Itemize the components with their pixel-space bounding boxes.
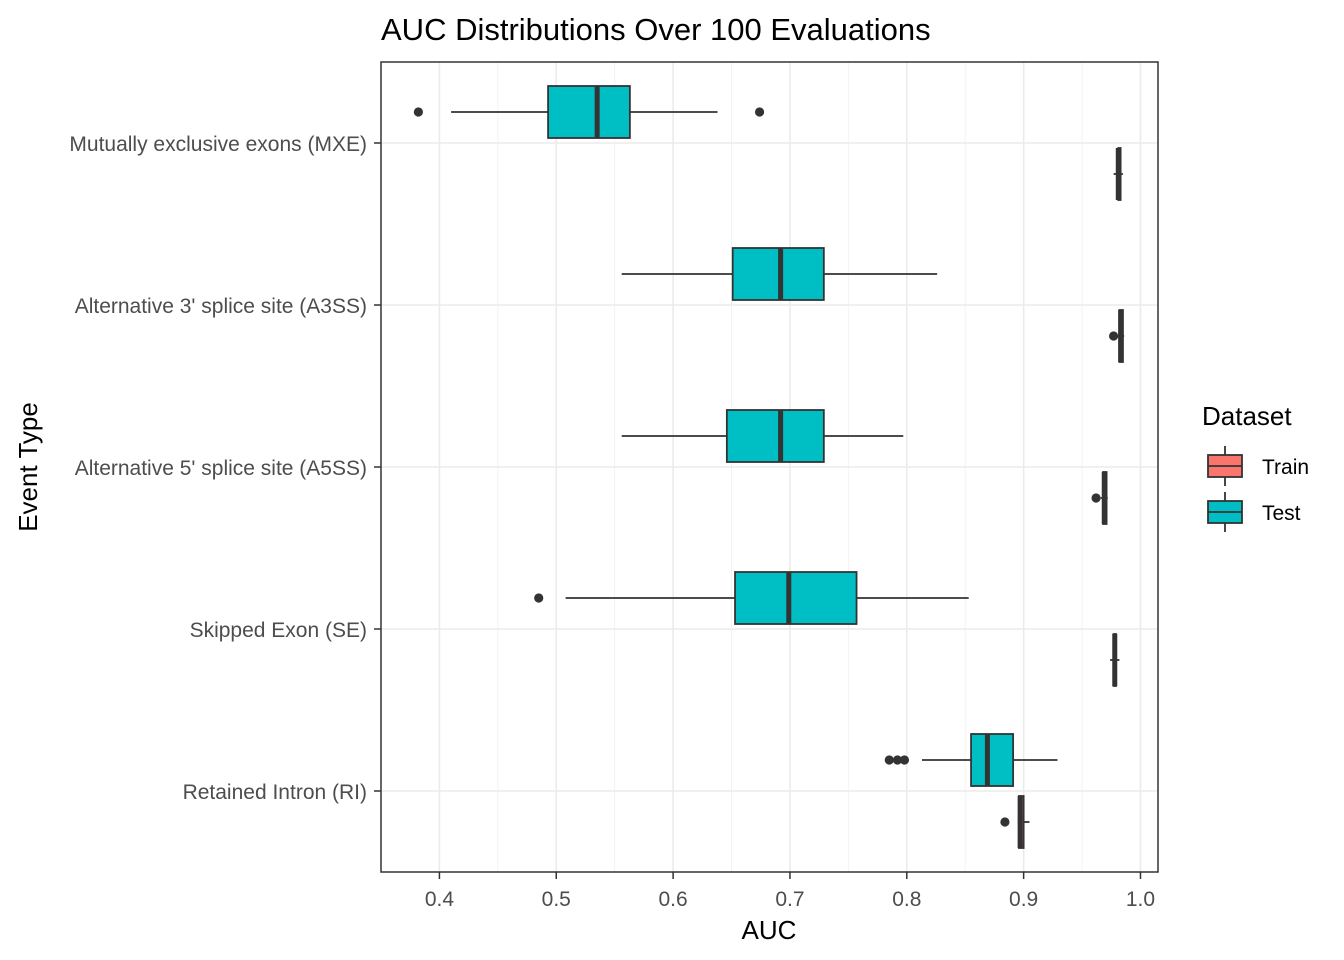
legend-entry-label: Test [1262, 502, 1301, 525]
outlier-point [413, 107, 423, 117]
outlier-point [1000, 817, 1010, 827]
outlier-point [534, 593, 544, 603]
box-test [884, 733, 1058, 787]
box-test [413, 85, 765, 139]
outlier-point [1091, 493, 1101, 503]
box-test [621, 247, 938, 301]
legend: Dataset Train Test [1202, 401, 1309, 532]
outlier-point [899, 755, 910, 765]
outlier-point [892, 755, 903, 765]
chart-title: AUC Distributions Over 100 Evaluations [381, 12, 931, 47]
x-tick-label: 0.8 [892, 888, 921, 911]
outlier-point [754, 107, 765, 117]
axis-layer: 0.4 0.5 0.6 0.7 0.8 0.9 1.0 Mutually exclusive … [69, 133, 1155, 911]
legend-entries: Train Test [1207, 446, 1309, 532]
iqr-box [970, 733, 1015, 787]
iqr-box [547, 85, 631, 139]
x-tick-label: 0.5 [542, 888, 571, 911]
box-train [1000, 795, 1030, 849]
x-tick-label: 0.6 [659, 888, 688, 911]
y-axis-title: Event Type [13, 402, 43, 532]
x-axis-title: AUC [742, 915, 797, 945]
legend-title: Dataset [1202, 401, 1292, 431]
outlier-point [1109, 331, 1119, 341]
legend-entry-test: Test [1207, 492, 1301, 532]
outlier-point [884, 755, 894, 765]
box-train [1110, 633, 1120, 687]
x-tick-label: 0.7 [775, 888, 804, 911]
y-tick-label: Mutually exclusive exons (MXE) [69, 133, 367, 156]
box-layer [413, 85, 1125, 849]
iqr-box [725, 409, 825, 463]
y-tick-label: Retained Intron (RI) [183, 781, 367, 804]
box-train [1091, 471, 1108, 525]
x-tick-label: 0.9 [1009, 888, 1038, 911]
box-train [1113, 147, 1123, 201]
iqr-box [734, 571, 858, 625]
y-tick-label: Skipped Exon (SE) [190, 619, 367, 642]
box-test [621, 409, 904, 463]
y-tick-label: Alternative 5' splice site (A5SS) [75, 457, 367, 480]
box-train [1109, 309, 1125, 363]
grid-layer [381, 62, 1158, 872]
y-tick-label: Alternative 3' splice site (A3SS) [75, 295, 367, 318]
legend-entry-train: Train [1207, 446, 1309, 486]
box-test [534, 571, 969, 625]
legend-entry-label: Train [1262, 456, 1309, 479]
x-tick-label: 0.4 [425, 888, 455, 911]
x-tick-label: 1.0 [1126, 888, 1155, 911]
